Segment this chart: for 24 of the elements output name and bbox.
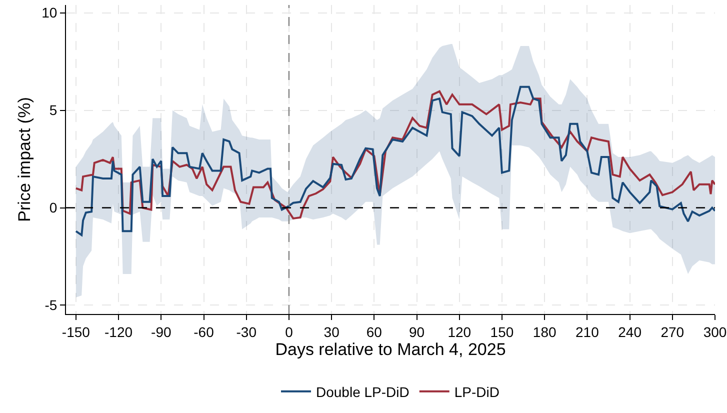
y-tick-label: 0 — [49, 200, 58, 216]
x-tick-label: 60 — [366, 324, 382, 340]
y-tick-label: 10 — [42, 4, 58, 21]
x-tick-label: 150 — [490, 324, 514, 340]
x-tick-label: 210 — [576, 324, 600, 340]
x-tick-label: 180 — [532, 324, 556, 340]
x-axis-title: Days relative to March 4, 2025 — [275, 340, 506, 360]
x-tick-label: -30 — [236, 324, 257, 340]
x-tick-label: 120 — [448, 324, 472, 340]
y-tick-label: 5 — [49, 102, 58, 118]
x-tick-label: -120 — [104, 324, 133, 340]
legend-label: LP-DiD — [454, 384, 500, 400]
legend-label: Double LP-DiD — [316, 384, 410, 400]
x-tick-label: 240 — [618, 324, 642, 340]
x-tick-label: 300 — [703, 324, 727, 340]
x-tick-label: 30 — [324, 324, 340, 340]
x-tick-label: 0 — [285, 324, 294, 340]
x-tick-label: -60 — [194, 324, 214, 340]
x-tick-label: -150 — [62, 324, 90, 340]
y-axis-title: Price impact (%) — [15, 97, 34, 222]
x-tick-label: 270 — [660, 324, 684, 340]
x-tick-label: -90 — [151, 324, 172, 340]
x-tick-label: 90 — [408, 324, 425, 340]
y-tick-label: -5 — [44, 297, 58, 314]
